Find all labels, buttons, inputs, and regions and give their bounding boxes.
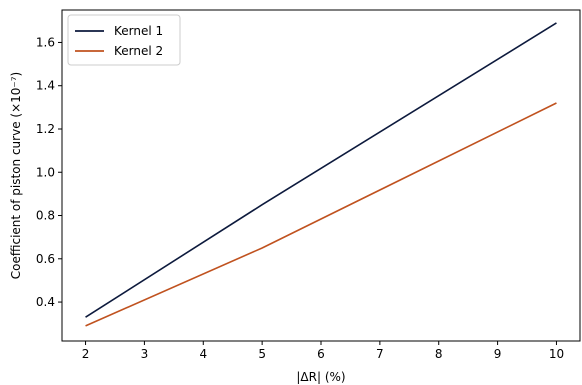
y-tick-label: 1.6 bbox=[36, 35, 55, 49]
series-line-1 bbox=[85, 22, 557, 318]
y-tick-label: 0.6 bbox=[36, 252, 55, 266]
x-tick-label: 2 bbox=[82, 347, 90, 361]
x-tick-label: 3 bbox=[141, 347, 149, 361]
y-tick-label: 0.8 bbox=[36, 209, 55, 223]
x-tick-label: 9 bbox=[494, 347, 502, 361]
x-tick-label: 5 bbox=[258, 347, 266, 361]
x-tick-label: 6 bbox=[317, 347, 325, 361]
x-axis-label: |ΔR| (%) bbox=[296, 370, 345, 384]
y-tick-label: 1.2 bbox=[36, 122, 55, 136]
y-axis: 0.4 0.6 0.8 1.0 1.2 1.4 1.6 bbox=[36, 35, 62, 309]
x-tick-label: 4 bbox=[199, 347, 207, 361]
legend-box bbox=[67, 14, 181, 66]
x-tick-label: 8 bbox=[435, 347, 443, 361]
x-tick-label: 7 bbox=[376, 347, 384, 361]
series-layer bbox=[85, 22, 557, 327]
y-tick-label: 1.4 bbox=[36, 79, 55, 93]
y-tick-label: 1.0 bbox=[36, 165, 55, 179]
legend-label-1: Kernel 1 bbox=[114, 24, 163, 38]
x-tick-label: 10 bbox=[549, 347, 564, 361]
y-tick-label: 0.4 bbox=[36, 295, 55, 309]
series-line-2 bbox=[85, 102, 557, 327]
legend-label-2: Kernel 2 bbox=[114, 44, 163, 58]
legend: Kernel 1 Kernel 2 bbox=[67, 14, 181, 66]
y-axis-label: Coefficient of piston curve (×10⁻⁷) bbox=[9, 72, 23, 279]
x-axis: 2 3 4 5 6 7 8 9 10 bbox=[82, 341, 564, 361]
